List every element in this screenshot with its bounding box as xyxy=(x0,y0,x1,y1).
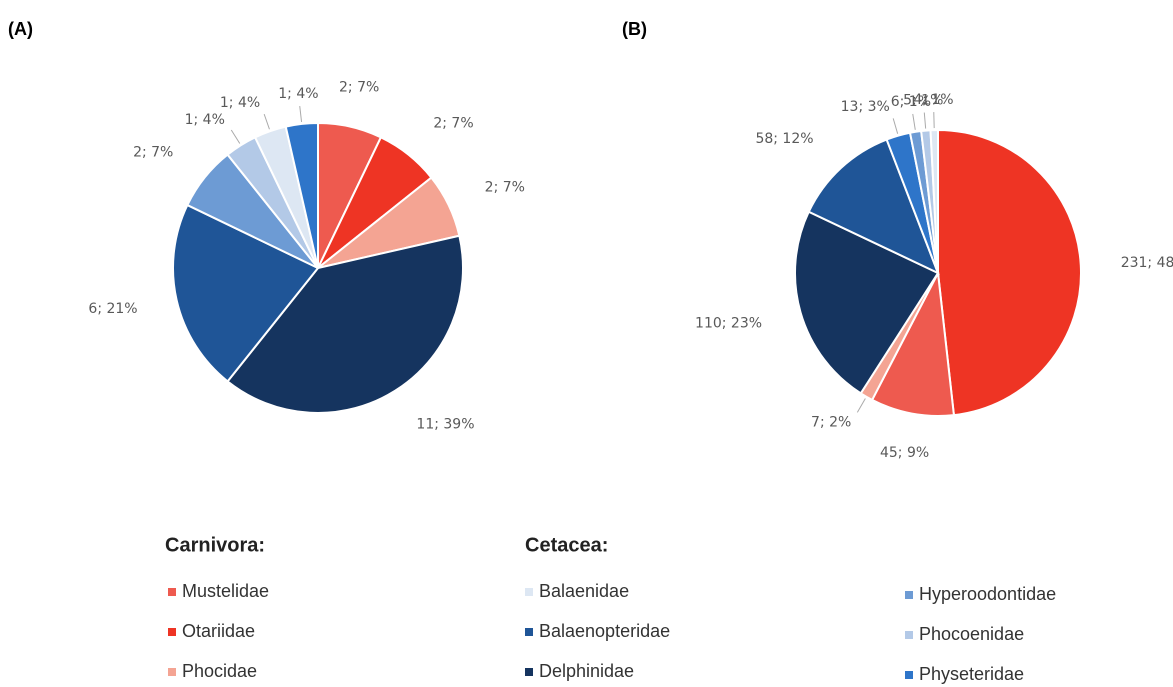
value-label: 6; 1% xyxy=(891,94,931,110)
leader-line xyxy=(230,129,241,144)
value-label: 11; 39% xyxy=(416,417,474,433)
value-label: 4; 1% xyxy=(913,92,953,108)
value-label: 7; 2% xyxy=(811,415,851,431)
pie-slice xyxy=(172,203,320,383)
panel-label: (B) xyxy=(622,19,647,39)
legend-title: Carnivora: xyxy=(165,534,265,556)
legend-swatch xyxy=(905,591,913,599)
leader-line xyxy=(912,113,916,130)
legend-label: Phocoenidae xyxy=(919,624,1024,644)
pie-slice xyxy=(870,269,956,417)
leader-line xyxy=(892,118,899,134)
legend-label: Otariidae xyxy=(182,621,255,641)
legend-label: Balaenidae xyxy=(539,581,629,601)
legend-label: Phocidae xyxy=(182,661,257,681)
value-label: 1; 4% xyxy=(278,86,318,102)
value-label: 231; 48% xyxy=(1121,255,1173,271)
pie-slice xyxy=(807,138,940,275)
pie-slice xyxy=(929,128,939,274)
legend-label: Mustelidae xyxy=(182,581,269,601)
legend-swatch xyxy=(905,631,913,639)
value-label: 110; 23% xyxy=(695,315,762,331)
value-label: 6; 21% xyxy=(88,301,137,317)
legend-label: Balaenopteridae xyxy=(539,621,670,641)
value-label: 2; 7% xyxy=(133,145,173,161)
value-label: 5; 1% xyxy=(903,93,943,109)
legend-swatch xyxy=(168,668,176,676)
pie-slice xyxy=(284,121,319,269)
legend-swatch xyxy=(525,628,533,636)
value-label: 2; 7% xyxy=(485,180,525,196)
leader-line xyxy=(923,112,927,129)
value-label: 13; 3% xyxy=(841,99,890,115)
legend-swatch xyxy=(905,671,913,679)
leader-line xyxy=(263,113,270,130)
legend-swatch xyxy=(525,668,533,676)
leader-line xyxy=(856,398,866,413)
value-label: 58; 12% xyxy=(755,131,813,147)
legend-swatch xyxy=(168,628,176,636)
panel-label: (A) xyxy=(8,19,33,39)
pie-slice xyxy=(226,234,464,414)
legend-label: Delphinidae xyxy=(539,661,634,681)
leader-line xyxy=(299,105,303,122)
value-label: 2; 7% xyxy=(339,80,379,96)
legend-title: Cetacea: xyxy=(525,534,608,556)
value-label: 45; 9% xyxy=(880,445,929,461)
value-label: 2; 7% xyxy=(433,115,473,131)
value-label: 1; 4% xyxy=(220,95,260,111)
legend-swatch xyxy=(168,588,176,596)
pie-slice xyxy=(937,128,1082,417)
legend-label: Hyperoodontidae xyxy=(919,584,1056,604)
value-label: 1; 4% xyxy=(185,112,225,128)
legend-label: Physeteridae xyxy=(919,664,1024,684)
legend-swatch xyxy=(525,588,533,596)
